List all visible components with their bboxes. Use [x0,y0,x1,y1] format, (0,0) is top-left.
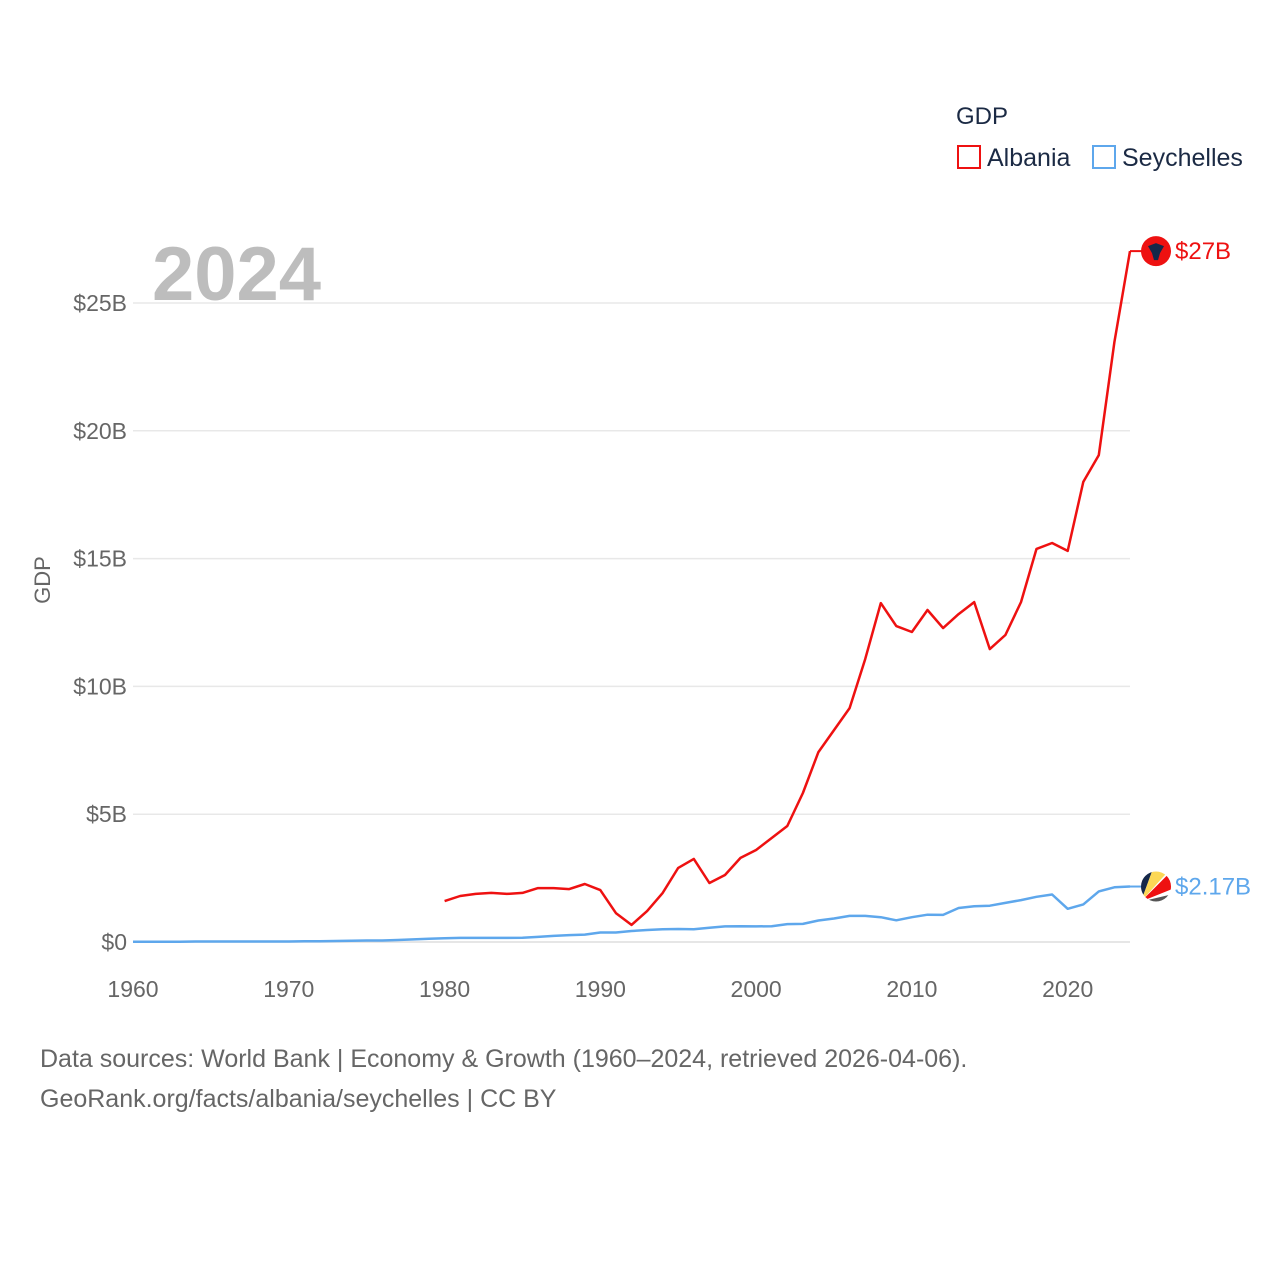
end-value-label-seychelles: $2.17B [1175,874,1251,901]
seychelles-flag-icon [1141,871,1171,902]
x-tick-label: 2000 [731,976,782,1002]
legend-item-albania[interactable]: Albania [957,144,1070,172]
legend-item-seychelles[interactable]: Seychelles [1092,144,1243,172]
x-tick-label: 2020 [1042,976,1093,1002]
legend-swatch-seychelles [1092,145,1116,169]
legend-swatch-albania [957,145,981,169]
year-watermark: 2024 [152,232,321,317]
y-tick-label: $15B [73,546,127,572]
x-tick-label: 1990 [575,976,626,1002]
albania-flag-icon [1141,236,1171,267]
y-axis-label: GDP [30,556,55,604]
legend-label-albania: Albania [987,144,1070,172]
end-value-label-albania: $27B [1175,238,1231,265]
footer-attribution: GeoRank.org/facts/albania/seychelles | C… [40,1085,557,1113]
x-tick-label: 1970 [263,976,314,1002]
legend-title: GDP [956,103,1008,130]
x-tick-label: 1960 [107,976,158,1002]
y-tick-label: $20B [73,418,127,444]
footer-sources: Data sources: World Bank | Economy & Gro… [40,1045,968,1073]
y-tick-label: $10B [73,673,127,699]
legend-label-seychelles: Seychelles [1122,144,1243,172]
series-line-seychelles [133,885,1131,943]
x-tick-label: 1980 [419,976,470,1002]
x-tick-label: 2010 [886,976,937,1002]
legend: GDP Albania Seychelles [956,103,1243,172]
y-tick-label: $0 [101,929,127,955]
series-line-albania [444,250,1132,927]
y-tick-label: $25B [73,290,127,316]
y-tick-label: $5B [86,801,127,827]
